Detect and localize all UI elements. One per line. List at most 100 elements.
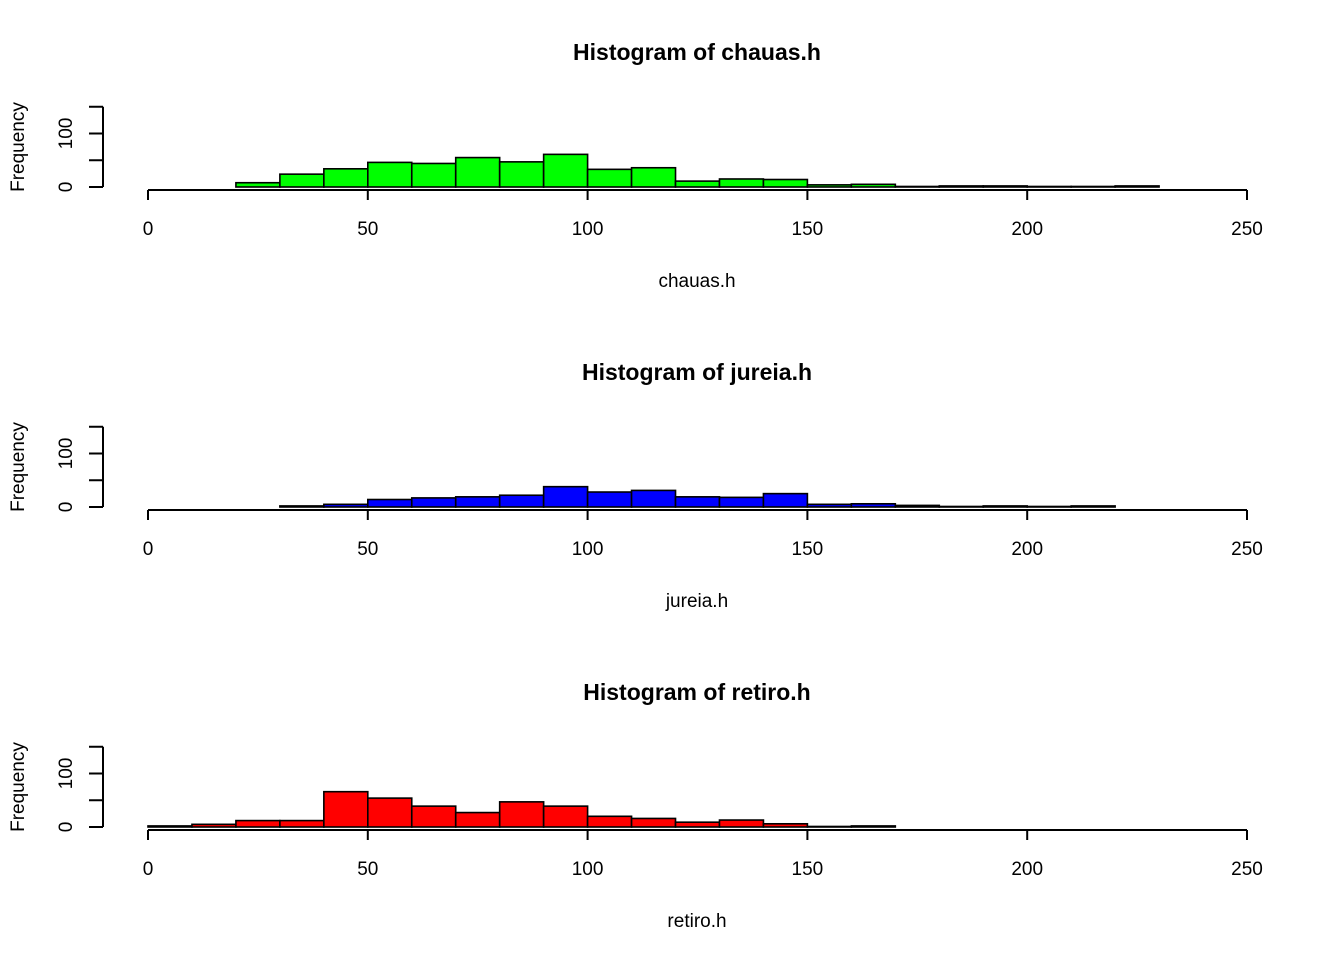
x-tick-label: 150 <box>792 219 824 240</box>
y-tick-label: 100 <box>56 118 77 150</box>
histogram-bar <box>279 819 325 828</box>
chart-title: Histogram of chauas.h <box>573 39 821 65</box>
x-axis: 0 50 100 150 200 250 <box>143 189 1263 240</box>
histogram-bar <box>323 790 369 828</box>
histogram-bar <box>366 797 413 828</box>
x-tick-label: 100 <box>572 859 604 880</box>
histogram-bar <box>410 805 457 828</box>
histogram-bar <box>586 815 633 828</box>
histogram-bar <box>674 821 721 828</box>
histogram-bar <box>279 505 325 508</box>
x-tick-label: 50 <box>357 539 378 560</box>
histogram-bar <box>762 822 809 828</box>
x-tick-label: 100 <box>572 219 604 240</box>
histogram-bar <box>586 168 633 188</box>
x-tick-label: 100 <box>572 539 604 560</box>
histogram-bar <box>235 819 281 828</box>
y-tick-label: 0 <box>56 502 77 513</box>
chart-title: Histogram of retiro.h <box>583 679 810 705</box>
histogram-bar <box>718 496 765 508</box>
histogram-bar <box>850 183 897 188</box>
histogram-bar <box>542 153 589 188</box>
histogram-bar <box>454 811 501 828</box>
bars-group <box>279 485 1116 508</box>
histogram-bar <box>1070 185 1116 188</box>
histogram-bar <box>542 485 589 508</box>
histogram-bar <box>323 168 369 188</box>
histogram-bar <box>850 825 897 828</box>
histogram-bar <box>762 492 809 508</box>
histogram-bar <box>454 496 501 508</box>
histogram-bar <box>806 503 853 508</box>
histogram-bar <box>938 505 985 508</box>
x-tick-label: 0 <box>143 859 154 880</box>
histogram-bar <box>718 819 765 828</box>
histogram-bar <box>630 817 677 828</box>
histogram-bar <box>630 166 677 188</box>
histogram-bar <box>1026 185 1072 188</box>
x-tick-label: 200 <box>1011 219 1043 240</box>
histogram-bar <box>806 184 853 188</box>
x-axis-label: retiro.h <box>667 911 726 932</box>
x-axis-label: chauas.h <box>658 271 735 292</box>
histogram-bar <box>498 494 545 508</box>
x-tick-label: 150 <box>792 539 824 560</box>
y-tick-label: 0 <box>56 182 77 193</box>
x-tick-label: 250 <box>1231 219 1263 240</box>
y-axis-label: Frequency <box>8 422 29 512</box>
histogram-bar <box>674 496 721 508</box>
histogram-bar <box>1114 185 1160 188</box>
histogram-bar <box>1026 505 1072 508</box>
chart-title: Histogram of jureia.h <box>582 359 812 385</box>
y-tick-label: 100 <box>56 758 77 790</box>
histogram-bar <box>366 161 413 188</box>
histogram-bar <box>762 178 809 188</box>
y-axis: 0 100 <box>56 105 104 193</box>
histogram-bar <box>410 497 457 508</box>
histogram-bar <box>191 823 237 828</box>
histogram-bar <box>1070 505 1116 508</box>
histogram-bar <box>894 185 941 188</box>
x-tick-label: 200 <box>1011 859 1043 880</box>
histogram-bar <box>718 178 765 188</box>
histogram-panel-retiro: Histogram of retiro.h retiro.h Frequency… <box>8 679 1263 932</box>
histogram-panel-chauas: Histogram of chauas.h chauas.h Frequency… <box>8 39 1263 292</box>
x-tick-label: 250 <box>1231 859 1263 880</box>
histogram-bar <box>147 825 193 828</box>
bars-group <box>235 153 1160 188</box>
histogram-bar <box>410 162 457 188</box>
histogram-bar <box>674 180 721 188</box>
y-axis: 0 100 <box>56 425 104 513</box>
histogram-bar <box>982 505 1028 508</box>
y-tick-label: 0 <box>56 822 77 833</box>
histogram-bar <box>806 825 853 828</box>
histogram-bar <box>586 491 633 508</box>
histogram-bar <box>982 185 1028 188</box>
histogram-bar <box>938 185 985 188</box>
x-tick-label: 0 <box>143 539 154 560</box>
histogram-bar <box>454 156 501 188</box>
histogram-bar <box>850 502 897 508</box>
y-tick-label: 100 <box>56 438 77 470</box>
histogram-bar <box>366 498 413 508</box>
histogram-bar <box>498 161 545 188</box>
histogram-bar <box>323 503 369 508</box>
x-tick-label: 50 <box>357 859 378 880</box>
x-axis: 0 50 100 150 200 250 <box>143 829 1263 880</box>
y-axis-label: Frequency <box>8 102 29 192</box>
histogram-bar <box>630 489 677 508</box>
x-tick-label: 50 <box>357 219 378 240</box>
x-tick-label: 250 <box>1231 539 1263 560</box>
y-axis-label: Frequency <box>8 742 29 832</box>
x-tick-label: 0 <box>143 219 154 240</box>
histogram-panel-jureia: Histogram of jureia.h jureia.h Frequency… <box>8 359 1263 612</box>
histogram-bar <box>498 801 545 828</box>
y-axis: 0 100 <box>56 745 104 833</box>
x-tick-label: 150 <box>792 859 824 880</box>
histogram-bar <box>894 504 941 508</box>
histogram-bar <box>235 181 281 188</box>
x-axis-label: jureia.h <box>665 591 728 612</box>
x-tick-label: 200 <box>1011 539 1043 560</box>
